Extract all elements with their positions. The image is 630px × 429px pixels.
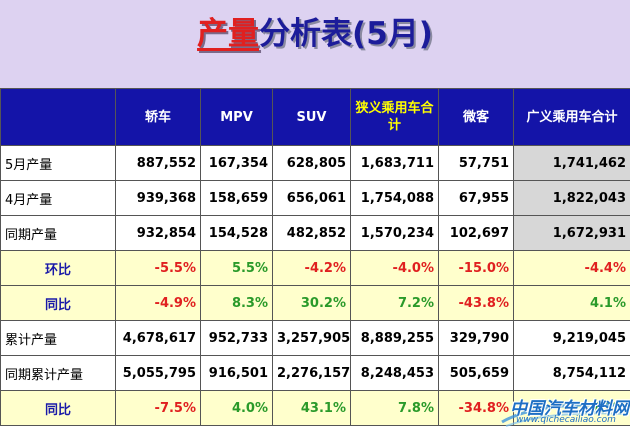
table-cell: 505,659: [438, 355, 514, 391]
table-cell: 1,754,088: [350, 180, 439, 216]
row-label: 5月产量: [0, 145, 116, 181]
table-cell: -5.5%: [115, 250, 201, 286]
table-cell: 5,055,795: [115, 355, 201, 391]
table-cell: -43.8%: [438, 285, 514, 321]
header-suv: SUV: [272, 88, 351, 146]
table-cell: 656,061: [272, 180, 351, 216]
header-narrow-passenger-total: 狭义乘用车合计: [350, 88, 439, 146]
table-row: 4月产量 939,368 158,659 656,061 1,754,088 6…: [0, 180, 630, 216]
table-cell: 8,754,112: [513, 355, 630, 391]
table-cell: 1,741,462: [513, 145, 630, 181]
table-cell: 628,805: [272, 145, 351, 181]
table-row: 5月产量 887,552 167,354 628,805 1,683,711 5…: [0, 145, 630, 181]
row-label: 4月产量: [0, 180, 116, 216]
production-table-container: 轿车 MPV SUV 狭义乘用车合计 微客 广义乘用车合计 5月产量 887,5…: [0, 88, 630, 429]
table-cell: 887,552: [115, 145, 201, 181]
table-cell: 67,955: [438, 180, 514, 216]
table-cell: 8,248,453: [350, 355, 439, 391]
table-cell: 4.0%: [200, 390, 273, 426]
table-cell: -4.0%: [350, 250, 439, 286]
table-cell: 916,501: [200, 355, 273, 391]
table-row: 同比 -4.9% 8.3% 30.2% 7.2% -43.8% 4.1%: [0, 285, 630, 321]
table-cell: 1,822,043: [513, 180, 630, 216]
table-cell: 8.3%: [200, 285, 273, 321]
table-cell: 8,889,255: [350, 320, 439, 356]
header-corner: [0, 88, 116, 146]
table-cell: 7.2%: [350, 285, 439, 321]
table-cell: -4.4%: [513, 250, 630, 286]
table-cell: 4.1%: [513, 285, 630, 321]
row-label: 累计产量: [0, 320, 116, 356]
page-title: 产量分析表(5月): [0, 12, 630, 56]
table-cell: 43.1%: [272, 390, 351, 426]
table-cell: 57,751: [438, 145, 514, 181]
table-cell: 102,697: [438, 215, 514, 251]
header-broad-passenger-total: 广义乘用车合计: [513, 88, 630, 146]
table-cell: 2,276,157: [272, 355, 351, 391]
table-cell: -4.2%: [272, 250, 351, 286]
header-mpv: MPV: [200, 88, 273, 146]
table-cell: 5.5%: [200, 250, 273, 286]
table-cell: 154,528: [200, 215, 273, 251]
table-cell: 158,659: [200, 180, 273, 216]
table-cell: -7.5%: [115, 390, 201, 426]
table-cell: -34.8%: [438, 390, 514, 426]
table-cell: -15.0%: [438, 250, 514, 286]
row-label: 同期累计产量: [0, 355, 116, 391]
table-cell: 167,354: [200, 145, 273, 181]
table-cell: 9,219,045: [513, 320, 630, 356]
row-label: 同比: [0, 285, 116, 321]
table-row: 环比 -5.5% 5.5% -4.2% -4.0% -15.0% -4.4%: [0, 250, 630, 286]
page-title-accent: 产量: [197, 16, 260, 52]
table-cell: 952,733: [200, 320, 273, 356]
table-row: 同比 -7.5% 4.0% 43.1% 7.8% -34.8% 5.3%: [0, 390, 630, 426]
table-cell: 482,852: [272, 215, 351, 251]
table-cell: 1,683,711: [350, 145, 439, 181]
row-label: 环比: [0, 250, 116, 286]
table-cell: 4,678,617: [115, 320, 201, 356]
page-title-main: 分析表(5月): [259, 16, 433, 52]
table-cell: -4.9%: [115, 285, 201, 321]
table-header-row: 轿车 MPV SUV 狭义乘用车合计 微客 广义乘用车合计: [0, 88, 630, 146]
header-sedan: 轿车: [115, 88, 201, 146]
table-cell: 30.2%: [272, 285, 351, 321]
table-cell: 932,854: [115, 215, 201, 251]
table-cell: 1,672,931: [513, 215, 630, 251]
table-cell: 3,257,905: [272, 320, 351, 356]
header-microvan: 微客: [438, 88, 514, 146]
table-cell: 939,368: [115, 180, 201, 216]
row-label: 同比: [0, 390, 116, 426]
row-label: 同期产量: [0, 215, 116, 251]
production-table: 轿车 MPV SUV 狭义乘用车合计 微客 广义乘用车合计 5月产量 887,5…: [0, 88, 630, 426]
table-cell: 1,570,234: [350, 215, 439, 251]
table-row: 同期产量 932,854 154,528 482,852 1,570,234 1…: [0, 215, 630, 251]
table-row: 累计产量 4,678,617 952,733 3,257,905 8,889,2…: [0, 320, 630, 356]
table-cell: 329,790: [438, 320, 514, 356]
table-cell: 5.3%: [513, 390, 630, 426]
table-row: 同期累计产量 5,055,795 916,501 2,276,157 8,248…: [0, 355, 630, 391]
table-cell: 7.8%: [350, 390, 439, 426]
